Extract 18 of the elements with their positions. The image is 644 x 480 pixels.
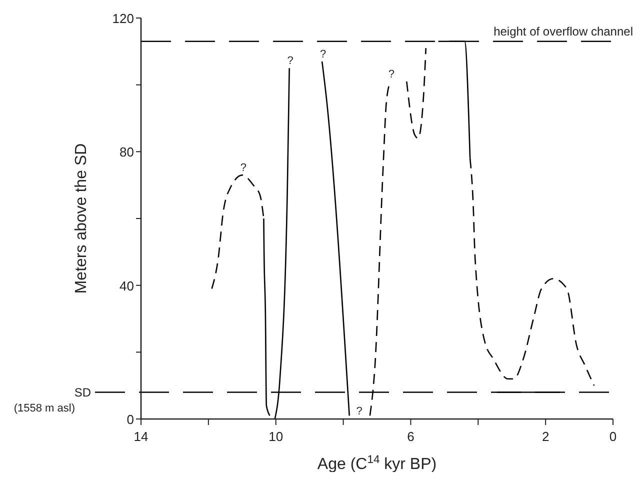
y-tick-label: 40 [120, 278, 134, 294]
y-tick-label: 120 [112, 11, 134, 26]
x-tick-label: 14 [134, 429, 148, 444]
annotation: ? [388, 68, 395, 80]
ref-line-label: height of overflow channel [494, 24, 633, 38]
annotation: ? [356, 406, 362, 418]
x-tick-label: 6 [407, 429, 414, 444]
annotation: ? [287, 55, 294, 68]
annotation: ? [240, 162, 247, 174]
ref-line-label: SD (1558 m asl) [14, 385, 92, 414]
y-tick-label: 80 [120, 144, 134, 160]
y-tick-label: 0 [126, 412, 134, 427]
x-axis-title: Age (C$^{14}$ kyr BP) [317, 454, 437, 473]
x-tick-label: 0 [609, 429, 617, 444]
annotation: ? [320, 48, 326, 60]
x-tick-label: 10 [268, 429, 284, 444]
x-tick-label: 2 [542, 429, 550, 444]
y-axis-title: Meters above the SD [73, 143, 90, 294]
